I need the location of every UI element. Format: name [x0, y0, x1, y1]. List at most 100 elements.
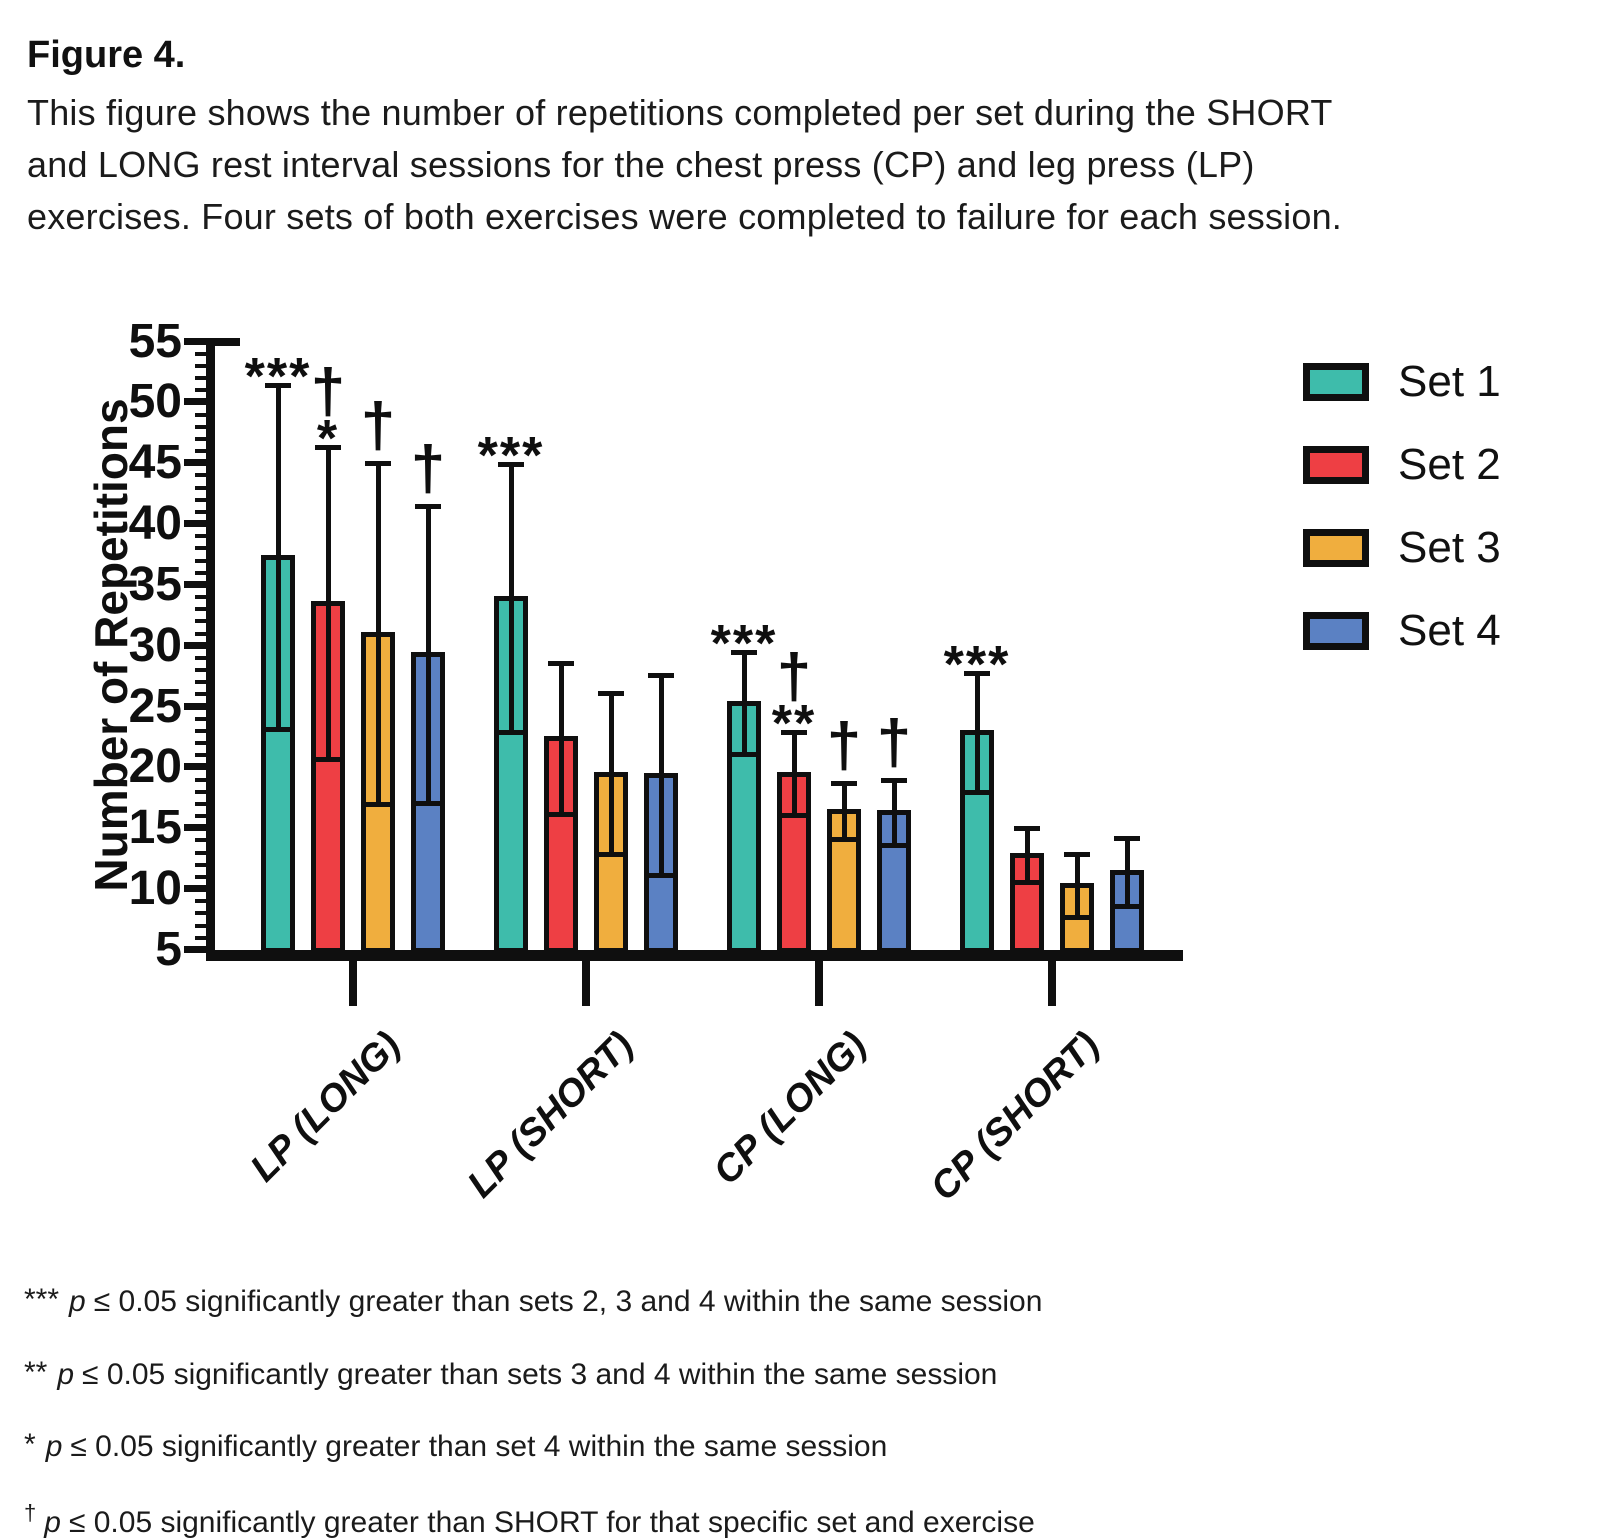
error-bar-cap-bottom	[415, 800, 441, 806]
significance-marker: ***	[943, 635, 1011, 694]
y-major-tick	[184, 520, 206, 528]
y-tick-label: 50	[128, 375, 182, 429]
bar	[494, 596, 528, 953]
footnote-text: ≤ 0.05 significantly greater than set 4 …	[70, 1430, 888, 1463]
error-bar-cap-top	[1064, 851, 1090, 857]
y-major-tick	[184, 763, 206, 771]
y-minor-tick	[195, 436, 206, 441]
error-bar-cap-bottom	[1064, 915, 1090, 921]
error-bar-line	[376, 463, 381, 804]
error-bar-cap-bottom	[831, 837, 857, 843]
error-bar-cap-top	[1014, 826, 1040, 832]
significance-marker: ***	[710, 614, 778, 673]
x-axis-label: LP (LONG)	[242, 1024, 409, 1191]
y-minor-tick	[195, 363, 206, 368]
y-tick-label: 5	[155, 923, 182, 976]
footnote-p: p	[45, 1430, 63, 1463]
y-minor-tick	[195, 801, 206, 806]
footnote-p: p	[57, 1358, 75, 1391]
set4-color-swatch	[1303, 612, 1369, 650]
y-major-tick	[184, 580, 206, 588]
y-minor-tick	[195, 595, 206, 600]
error-bar-cap-top	[365, 461, 391, 467]
error-bar-cap-top	[598, 691, 624, 697]
error-bar-cap-bottom	[731, 752, 757, 758]
x-axis-label: CP (SHORT)	[922, 1024, 1108, 1209]
error-bar-line	[975, 672, 980, 792]
error-bar-line	[276, 385, 281, 729]
footnote-text: ≤ 0.05 significantly greater than sets 3…	[82, 1358, 998, 1391]
error-bar-cap-bottom	[1114, 904, 1140, 910]
footnote-p: p	[44, 1506, 61, 1538]
error-bar-line	[842, 783, 847, 840]
set1-color-swatch	[1303, 363, 1369, 401]
y-minor-tick	[195, 449, 206, 454]
x-axis-label: CP (LONG)	[705, 1024, 875, 1194]
significance-marker: ***	[244, 348, 312, 407]
y-major-tick	[184, 885, 206, 893]
error-bar-cap-top	[548, 660, 574, 666]
error-bar-cap-top	[1114, 836, 1140, 842]
y-minor-tick	[195, 923, 206, 928]
error-bar-line	[892, 779, 897, 846]
y-major-tick	[184, 702, 206, 710]
error-bar-cap-bottom	[1014, 879, 1040, 885]
error-bar-cap-top	[781, 730, 807, 736]
y-minor-tick	[195, 473, 206, 478]
y-minor-tick	[195, 850, 206, 855]
x-tick	[1048, 958, 1056, 1006]
error-bar-cap-bottom	[548, 811, 574, 817]
error-bar-line	[326, 447, 331, 759]
error-bar-cap-bottom	[781, 812, 807, 818]
y-tick-label: 25	[128, 679, 182, 733]
error-bar-cap-bottom	[265, 726, 291, 732]
y-tick-label: 10	[128, 862, 182, 916]
bar	[544, 736, 578, 953]
y-minor-tick	[195, 668, 206, 673]
significance-marker: †	[410, 433, 446, 503]
error-bar-cap-bottom	[498, 730, 524, 736]
y-minor-tick	[195, 777, 206, 782]
y-minor-tick	[195, 935, 206, 940]
significance-marker: †	[776, 642, 812, 712]
y-minor-tick	[195, 570, 206, 575]
significance-marker: †	[876, 707, 912, 777]
significance-marker: †	[360, 391, 396, 461]
footnote-symbol: ***	[24, 1283, 60, 1316]
y-minor-tick	[195, 631, 206, 636]
y-tick-label: 40	[128, 497, 182, 551]
y-minor-tick	[195, 692, 206, 697]
y-minor-tick	[195, 838, 206, 843]
y-minor-tick	[195, 741, 206, 746]
error-bar-line	[1025, 828, 1030, 882]
y-tick-label: 30	[128, 618, 182, 672]
error-bar-cap-top	[831, 781, 857, 787]
y-major-tick	[184, 459, 206, 467]
y-tick-label: 35	[128, 557, 182, 611]
footnote-dagger: † p ≤ 0.05 significantly greater than SHOR…	[24, 1500, 1035, 1538]
y-tick-label: 45	[128, 436, 182, 490]
footnote-text: ≤ 0.05 significantly greater than sets 2…	[93, 1285, 1043, 1318]
x-tick	[349, 958, 357, 1006]
footnote-three-asterisks: *** p ≤ 0.05 significantly greater than se…	[24, 1283, 1042, 1319]
footnote-symbol: †	[24, 1500, 37, 1525]
footnote-two-asterisks: ** p ≤ 0.05 significantly greater than set…	[24, 1356, 997, 1392]
error-bar-cap-top	[265, 383, 291, 389]
significance-marker: *	[316, 410, 340, 469]
x-axis-line	[206, 950, 1183, 961]
set3-color-swatch	[1303, 529, 1369, 567]
y-minor-tick	[195, 619, 206, 624]
y-minor-tick	[195, 546, 206, 551]
error-bar-line	[509, 464, 514, 733]
figure-caption-line: exercises. Four sets of both exercises w…	[27, 196, 1343, 237]
y-major-tick	[184, 641, 206, 649]
error-bar-line	[792, 732, 797, 815]
y-tick-label: 20	[128, 740, 182, 794]
y-minor-tick	[195, 655, 206, 660]
y-major-tick	[184, 337, 206, 345]
y-major-tick	[184, 398, 206, 406]
y-minor-tick	[195, 680, 206, 685]
y-axis-line	[206, 337, 215, 961]
error-bar-line	[559, 662, 564, 814]
error-bar-cap-bottom	[315, 756, 341, 762]
